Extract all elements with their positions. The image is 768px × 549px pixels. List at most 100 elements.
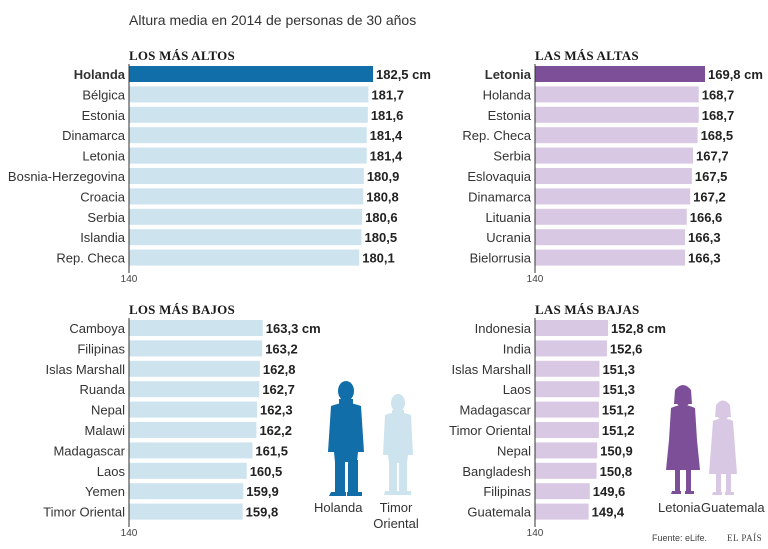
bar-bajos xyxy=(129,483,244,500)
bar-bajas xyxy=(535,401,599,418)
chart-bajas: Indonesia 152,8 cm India 152,6 Islas Marshal… xyxy=(449,318,666,539)
category-label-altos: Islandia xyxy=(80,230,126,245)
value-label-bajas: 149,6 xyxy=(593,484,626,499)
bar-bajos xyxy=(129,381,260,398)
value-label-altas: 167,5 xyxy=(695,169,728,184)
bar-bajos xyxy=(129,503,243,520)
value-label-altas: 167,7 xyxy=(696,149,729,164)
category-label-bajas: Bangladesh xyxy=(462,464,531,479)
category-label-altos: Rep. Checa xyxy=(56,251,125,266)
category-label-bajas: Madagascar xyxy=(459,403,531,418)
bar-altas xyxy=(535,208,687,225)
value-label-bajos: 162,2 xyxy=(259,423,292,438)
category-label-bajas: Filipinas xyxy=(483,484,531,499)
value-label-altas: 169,8 cm xyxy=(708,67,763,82)
category-label-bajas: Laos xyxy=(503,382,532,397)
value-label-altas: 167,2 xyxy=(693,189,726,204)
category-label-bajos: Malawi xyxy=(85,423,126,438)
axis-tick-label-bajos: 140 xyxy=(121,528,138,539)
men-figures-illustration xyxy=(328,381,413,496)
short-man-icon xyxy=(383,394,413,495)
value-label-bajas: 149,4 xyxy=(592,505,625,520)
short-woman-icon xyxy=(709,400,737,495)
bar-altas xyxy=(535,188,691,205)
tall-woman-icon xyxy=(666,385,700,494)
value-label-altas: 166,3 xyxy=(688,230,721,245)
category-label-altas: Bielorrusia xyxy=(470,251,532,266)
category-label-altos: Dinamarca xyxy=(62,128,126,143)
category-label-altas: Estonia xyxy=(488,108,532,123)
value-label-bajos: 162,8 xyxy=(263,362,296,377)
value-label-altos: 180,5 xyxy=(365,230,398,245)
category-label-altas: Eslovaquia xyxy=(467,169,531,184)
bar-bajas xyxy=(535,422,599,438)
bar-bajos xyxy=(129,401,258,418)
panel-title-altas: LAS MÁS ALTAS xyxy=(535,48,639,63)
figure-label-timor-line1: Timor xyxy=(379,500,413,515)
bar-altos xyxy=(129,86,369,103)
bar-altas xyxy=(535,168,692,184)
panel-title-bajas: LAS MÁS BAJAS xyxy=(535,302,640,317)
figure-label-guatemala: Guatemala xyxy=(701,500,765,515)
category-label-bajas: Islas Marshall xyxy=(452,362,532,377)
value-label-altos: 181,4 xyxy=(370,149,403,164)
value-label-bajos: 162,3 xyxy=(260,403,293,418)
bar-altas xyxy=(535,249,686,266)
bar-altos xyxy=(129,188,364,205)
value-label-altas: 166,6 xyxy=(690,210,723,225)
category-label-bajos: Camboya xyxy=(69,321,125,336)
category-label-bajos: Nepal xyxy=(91,403,125,418)
tall-man-icon xyxy=(328,381,364,496)
category-label-altos: Croacia xyxy=(80,189,126,204)
chart-altas: Letonia 169,8 cm Holanda 168,7 Estonia 168,7 R… xyxy=(462,64,763,285)
axis-tick-label-altos: 140 xyxy=(121,274,138,285)
value-label-altos: 180,6 xyxy=(365,210,398,225)
axis-tick-label-altas: 140 xyxy=(527,274,544,285)
bar-bajas xyxy=(535,503,589,520)
bar-bajas xyxy=(535,442,598,459)
category-label-bajos: Madagascar xyxy=(53,443,125,458)
value-label-bajos: 160,5 xyxy=(250,464,283,479)
figure-label-holanda: Holanda xyxy=(314,500,363,515)
value-label-bajos: 159,9 xyxy=(246,484,279,499)
bar-bajas xyxy=(535,381,600,398)
bar-altas xyxy=(535,86,699,103)
chart-altos: Holanda 182,5 cm Bélgica 181,7 Estonia 181,6 D… xyxy=(8,64,431,285)
category-label-altas: Letonia xyxy=(485,67,532,82)
value-label-altos: 181,4 xyxy=(370,128,403,143)
bar-bajas xyxy=(535,320,609,336)
chart-title: Altura media en 2014 de personas de 30 a… xyxy=(129,12,417,28)
bar-altas xyxy=(535,106,699,123)
value-label-altos: 180,1 xyxy=(362,251,395,266)
bar-bajos xyxy=(129,422,257,438)
bar-altos xyxy=(129,106,368,123)
figure-label-timor-line2: Oriental xyxy=(373,516,419,531)
category-label-bajas: Indonesia xyxy=(475,321,532,336)
value-label-altos: 181,6 xyxy=(371,108,404,123)
category-label-altas: Ucrania xyxy=(486,230,532,245)
value-label-bajas: 150,8 xyxy=(600,464,633,479)
bar-bajas xyxy=(535,340,607,357)
value-label-bajos: 161,5 xyxy=(255,443,288,458)
category-label-bajos: Yemen xyxy=(85,484,125,499)
value-label-bajas: 150,9 xyxy=(600,443,633,458)
category-label-bajos: Ruanda xyxy=(79,382,125,397)
category-label-bajas: Guatemala xyxy=(467,505,531,520)
value-label-bajas: 151,2 xyxy=(602,423,635,438)
value-label-bajas: 151,3 xyxy=(602,382,635,397)
category-label-altos: Letonia xyxy=(82,149,125,164)
bar-bajos xyxy=(129,340,263,357)
value-label-altas: 168,7 xyxy=(702,108,735,123)
category-label-bajas: India xyxy=(503,341,532,356)
value-label-bajos: 163,2 xyxy=(265,341,298,356)
value-label-altos: 180,8 xyxy=(366,189,399,204)
figure-label-timor-oriental: Timor Oriental xyxy=(371,500,421,532)
category-label-bajos: Timor Oriental xyxy=(43,505,125,520)
value-label-bajos: 159,8 xyxy=(246,505,279,520)
bar-bajos xyxy=(129,462,247,479)
bar-bajas xyxy=(535,462,597,479)
value-label-altos: 182,5 cm xyxy=(376,67,431,82)
category-label-altos: Serbia xyxy=(87,210,125,225)
value-label-altas: 168,7 xyxy=(702,87,735,102)
